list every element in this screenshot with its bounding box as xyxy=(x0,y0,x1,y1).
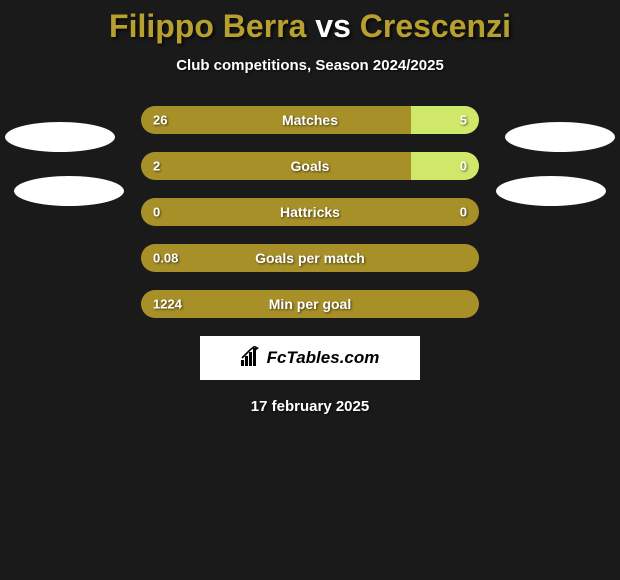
bar-left-segment xyxy=(141,106,411,134)
stat-value-left: 1224 xyxy=(153,297,182,312)
stat-label: Min per goal xyxy=(269,296,351,312)
stat-row-hattricks: 0 0 Hattricks xyxy=(141,198,479,226)
comparison-title: Filippo Berra vs Crescenzi xyxy=(0,0,620,45)
stat-value-left: 2 xyxy=(153,159,160,174)
player1-badge-placeholder-mid xyxy=(14,176,124,206)
vs-text: vs xyxy=(306,8,359,44)
stat-row-goals-per-match: 0.08 Goals per match xyxy=(141,244,479,272)
date-text: 17 february 2025 xyxy=(0,398,620,415)
stat-value-right: 0 xyxy=(460,205,467,220)
subtitle: Club competitions, Season 2024/2025 xyxy=(0,57,620,74)
stat-row-goals: 2 0 Goals xyxy=(141,152,479,180)
stat-value-left: 26 xyxy=(153,113,167,128)
stat-label: Goals per match xyxy=(255,250,365,266)
player2-badge-placeholder-top xyxy=(505,122,615,152)
brand-chart-icon xyxy=(241,346,263,371)
player2-name: Crescenzi xyxy=(360,8,511,44)
player2-badge-placeholder-mid xyxy=(496,176,606,206)
stat-label: Matches xyxy=(282,112,338,128)
stat-value-right: 0 xyxy=(460,159,467,174)
brand-box: FcTables.com xyxy=(200,336,420,380)
stat-value-left: 0.08 xyxy=(153,251,178,266)
stat-row-matches: 26 5 Matches xyxy=(141,106,479,134)
stat-value-right: 5 xyxy=(460,113,467,128)
brand-text: FcTables.com xyxy=(267,348,380,368)
stat-label: Hattricks xyxy=(280,204,340,220)
player1-badge-placeholder-top xyxy=(5,122,115,152)
bar-right-segment xyxy=(411,106,479,134)
player1-name: Filippo Berra xyxy=(109,8,306,44)
bar-right-segment xyxy=(411,152,479,180)
bar-left-segment xyxy=(141,152,411,180)
stat-row-min-per-goal: 1224 Min per goal xyxy=(141,290,479,318)
stat-value-left: 0 xyxy=(153,205,160,220)
stat-label: Goals xyxy=(291,158,330,174)
stats-bars: 26 5 Matches 2 0 Goals 0 0 Hattricks 0.08 Goals pe… xyxy=(141,106,479,318)
